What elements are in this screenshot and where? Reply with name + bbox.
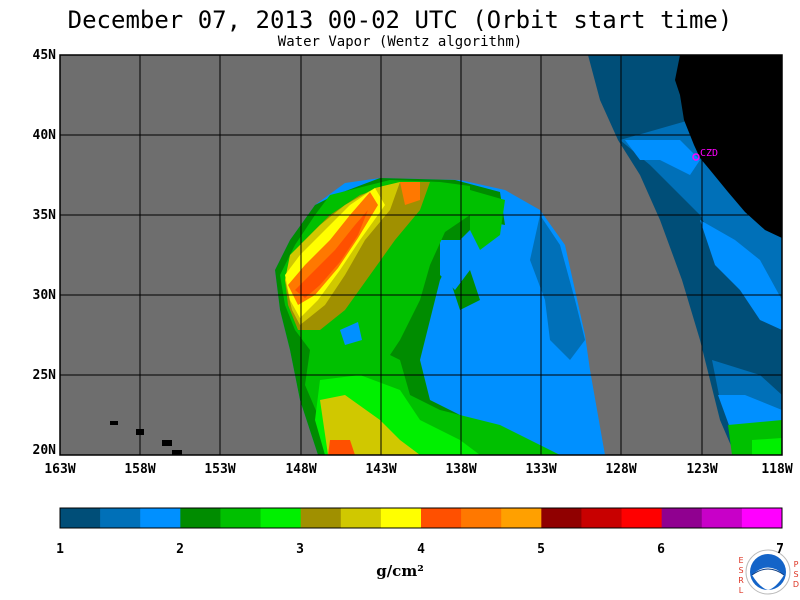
lon-label-133w: 133W bbox=[525, 462, 557, 477]
colorbar-segment bbox=[140, 508, 181, 528]
lat-label-30n: 30N bbox=[32, 288, 56, 303]
lon-label-158w: 158W bbox=[124, 462, 156, 477]
colorbar-tick-4: 4 bbox=[417, 542, 425, 557]
grid-lines bbox=[60, 55, 782, 455]
lon-label-118w: 118W bbox=[761, 462, 793, 477]
colorbar-segment bbox=[701, 508, 743, 528]
colorbar-segment bbox=[541, 508, 582, 528]
colorbar-tick-7: 7 bbox=[776, 542, 784, 557]
colorbar-tick-5: 5 bbox=[537, 542, 545, 557]
colorbar-segment bbox=[421, 508, 462, 528]
colorbar-segment bbox=[581, 508, 623, 528]
colorbar-tick-6: 6 bbox=[657, 542, 665, 557]
lat-label-40n: 40N bbox=[32, 128, 56, 143]
colorbar bbox=[60, 508, 783, 528]
colorbar-segment bbox=[60, 508, 101, 528]
colorbar-segment bbox=[100, 508, 141, 528]
colorbar-segment bbox=[741, 508, 783, 528]
colorbar-segment bbox=[300, 508, 342, 528]
lon-label-123w: 123W bbox=[686, 462, 718, 477]
colorbar-segment bbox=[180, 508, 221, 528]
lon-label-143w: 143W bbox=[365, 462, 397, 477]
lon-label-128w: 128W bbox=[605, 462, 637, 477]
lon-label-148w: 148W bbox=[285, 462, 317, 477]
colorbar-segment bbox=[220, 508, 262, 528]
lat-label-35n: 35N bbox=[32, 208, 56, 223]
station-marker-czd bbox=[692, 153, 700, 161]
noaa-logo bbox=[745, 549, 791, 595]
lon-label-138w: 138W bbox=[445, 462, 477, 477]
lat-label-20n: 20N bbox=[32, 443, 56, 458]
lat-label-25n: 25N bbox=[32, 368, 56, 383]
colorbar-segment bbox=[501, 508, 542, 528]
colorbar-tick-1: 1 bbox=[56, 542, 64, 557]
colorbar-segment bbox=[621, 508, 663, 528]
map-title: December 07, 2013 00-02 UTC (Orbit start… bbox=[67, 6, 733, 34]
colorbar-tick-3: 3 bbox=[296, 542, 304, 557]
map-subtitle: Water Vapor (Wentz algorithm) bbox=[277, 34, 523, 50]
colorbar-tick-2: 2 bbox=[176, 542, 184, 557]
colorbar-segment bbox=[461, 508, 502, 528]
colorbar-segment bbox=[260, 508, 302, 528]
lon-label-163w: 163W bbox=[44, 462, 76, 477]
lon-label-153w: 153W bbox=[204, 462, 236, 477]
colorbar-segment bbox=[661, 508, 703, 528]
map-area bbox=[60, 55, 782, 455]
colorbar-units: g/cm² bbox=[376, 562, 424, 580]
colorbar-segment bbox=[380, 508, 422, 528]
lat-label-45n: 45N bbox=[32, 48, 56, 63]
colorbar-segment bbox=[340, 508, 382, 528]
main-swath bbox=[275, 178, 605, 455]
station-label: CZD bbox=[700, 148, 718, 159]
map-border bbox=[59, 54, 783, 456]
colorbar-border bbox=[59, 507, 783, 529]
